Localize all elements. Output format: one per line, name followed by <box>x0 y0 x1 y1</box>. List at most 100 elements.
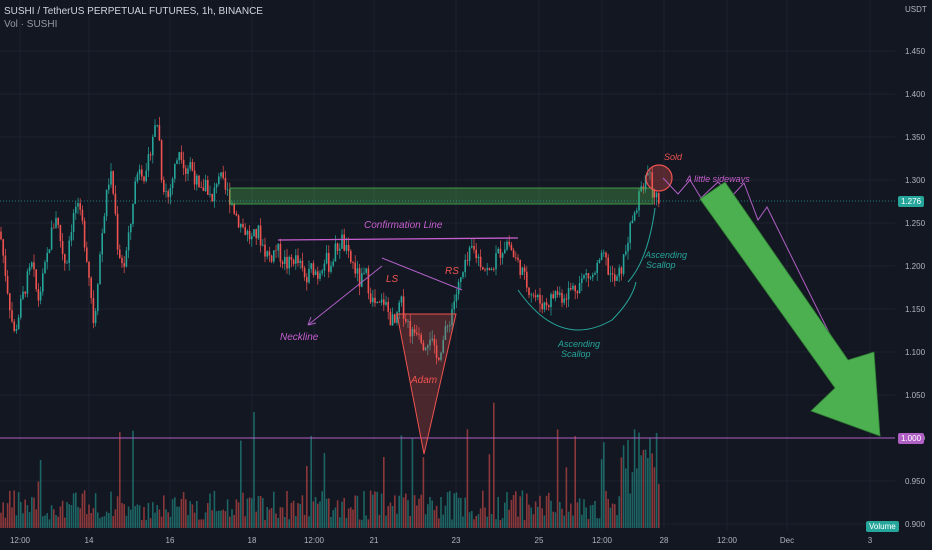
candle-body <box>94 311 97 324</box>
price-tick: 0.900 <box>905 520 926 529</box>
candle-body <box>33 262 35 270</box>
chart-title[interactable]: SUSHI / TetherUS PERPETUAL FUTURES, 1h, … <box>4 6 263 17</box>
candle-body <box>545 302 548 306</box>
volume-bar <box>64 517 66 528</box>
candle-body <box>466 259 469 261</box>
volume-bar <box>123 504 125 528</box>
candle-body <box>651 172 653 190</box>
volume-bar <box>59 506 62 528</box>
volume-bar <box>358 519 361 528</box>
volume-bar <box>330 516 332 528</box>
price-tick: 0.950 <box>905 477 926 486</box>
candle-body <box>246 230 249 235</box>
candle-body <box>444 326 447 340</box>
candle-body <box>380 299 383 303</box>
volume-bar <box>526 493 528 528</box>
candle-body <box>532 294 535 296</box>
volume-bar <box>413 495 416 528</box>
candle-body <box>435 345 438 358</box>
scallop-1-line-1: Ascending <box>557 339 600 349</box>
sold-circle <box>645 164 673 192</box>
time-tick: Dec <box>780 536 794 545</box>
candle-body <box>405 318 407 322</box>
ls-label: LS <box>386 274 399 285</box>
volume-bar <box>259 495 262 528</box>
ascending-scallop-arc-2 <box>627 207 656 283</box>
candle-body <box>79 203 81 210</box>
candle-body <box>75 206 77 214</box>
volume-bar <box>270 508 273 528</box>
candle-body <box>537 294 539 298</box>
volume-bar <box>585 507 587 528</box>
volume-bar <box>196 500 198 528</box>
candle-body <box>369 293 372 303</box>
volume-bar <box>286 490 288 528</box>
candle-body <box>471 245 473 248</box>
volume-indicator-label[interactable]: Vol · SUSHI <box>4 19 58 30</box>
time-tick: 3 <box>868 536 873 545</box>
candle-body <box>413 329 416 333</box>
candle-body <box>367 268 370 294</box>
candle-body <box>55 217 57 228</box>
candle-body <box>72 213 75 233</box>
candle-body <box>391 314 394 326</box>
confirmation-label: Confirmation Line <box>364 220 443 231</box>
candle-body <box>50 227 53 250</box>
volume-bar <box>594 501 596 528</box>
volume-bar <box>207 503 209 528</box>
candle-body <box>264 244 266 257</box>
volume-bar <box>493 402 495 528</box>
volume-bar <box>561 508 563 528</box>
candle-body <box>464 259 466 273</box>
candle-body <box>193 170 196 185</box>
candle-body <box>521 267 524 275</box>
volume-bar <box>636 468 638 528</box>
candle-body <box>237 215 240 228</box>
volume-bar <box>484 507 486 528</box>
volume-bar <box>638 432 640 528</box>
candle-body <box>233 203 235 214</box>
candle-body <box>290 256 293 260</box>
volume-bar <box>143 507 145 528</box>
price-tick: 1.350 <box>905 133 926 142</box>
scallop-2-line-2: Scallop <box>646 260 676 270</box>
volume-bar <box>292 500 295 528</box>
candle-body <box>609 273 612 275</box>
volume-bar <box>237 502 240 528</box>
volume-bar <box>486 516 488 528</box>
volume-bar <box>99 518 101 528</box>
candle-body <box>497 248 499 254</box>
candle-body <box>108 184 110 190</box>
time-tick: 12:00 <box>592 536 613 545</box>
volume-bar <box>242 492 244 528</box>
candle-body <box>345 245 348 251</box>
volume-bar <box>224 511 227 528</box>
volume-bar <box>306 465 308 528</box>
volume-bar <box>411 438 414 528</box>
volume-bar <box>512 494 515 528</box>
volume-bar <box>152 502 154 528</box>
volume-bar <box>121 502 123 528</box>
candle-body <box>2 239 4 256</box>
volume-bar <box>422 457 425 528</box>
volume-bar <box>204 512 207 528</box>
candle-body <box>429 339 431 346</box>
volume-bar <box>653 467 656 528</box>
volume-bar <box>347 508 350 528</box>
candle-body <box>253 229 255 237</box>
volume-bar <box>39 459 42 528</box>
candle-body <box>354 262 356 274</box>
candle-body <box>312 263 315 275</box>
candle-body <box>605 252 607 258</box>
volume-bar <box>13 490 15 528</box>
volume-bar <box>367 519 370 528</box>
volume-bar <box>233 514 235 528</box>
candle-body <box>581 278 583 284</box>
candle-body <box>66 262 68 264</box>
candle-body <box>288 256 290 269</box>
volume-bar <box>453 493 455 528</box>
volume-bar <box>479 508 482 528</box>
candle-body <box>543 302 546 310</box>
volume-bar <box>191 504 194 528</box>
